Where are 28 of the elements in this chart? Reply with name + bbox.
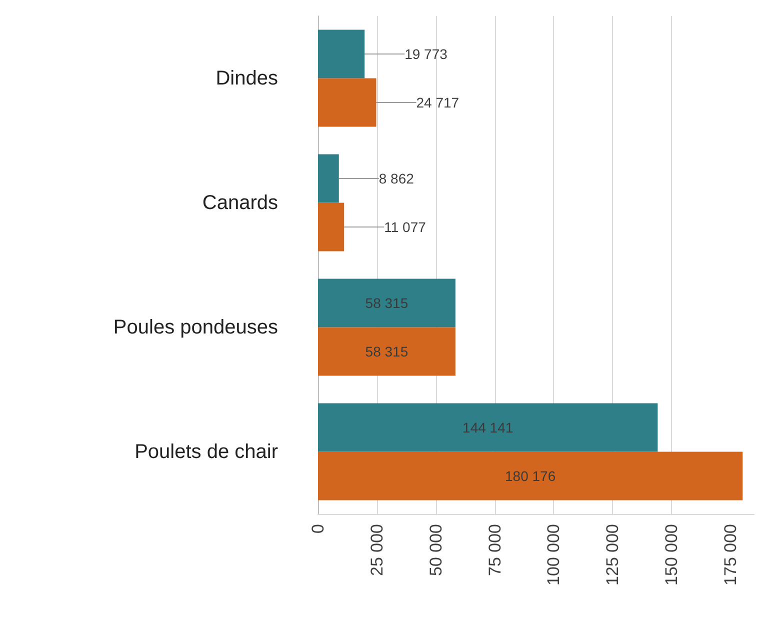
data-label: 19 773 [404,46,448,62]
data-label: 144 141 [462,419,514,436]
data-label: 11 077 [384,219,426,236]
data-label: 180 176 [505,468,556,484]
bar [318,78,376,127]
x-tick-label: 150 000 [662,524,682,586]
bar [318,202,344,252]
bar [318,403,658,452]
y-tick-label: Canards [202,192,278,214]
data-label: 58 315 [365,294,408,311]
bar [318,278,456,328]
x-tick-label: 100 000 [544,524,564,586]
y-tick-label: Poules pondeuses [113,316,278,338]
data-label: 58 315 [365,344,408,360]
data-label: 8 862 [378,170,414,186]
x-tick-label: 125 000 [603,524,622,586]
x-tick-label: 175 000 [720,524,740,586]
bar [318,30,365,78]
bar [318,452,743,500]
y-tick-label: Poulets de chair [134,440,278,463]
x-tick-label: 0 [308,524,328,534]
bar [318,154,339,203]
x-tick-label: 75 000 [485,524,504,576]
x-tick-label: 25 000 [367,524,386,576]
bar [318,327,456,376]
y-tick-label: Dindes [216,67,278,90]
x-tick-label: 50 000 [426,524,446,576]
data-label: 24 717 [416,94,460,111]
